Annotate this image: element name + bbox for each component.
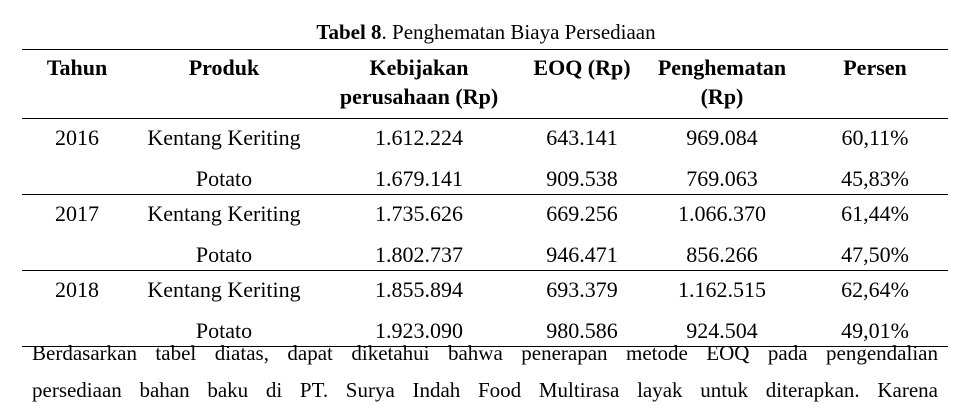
cell-produk: Potato: [195, 165, 253, 191]
cell-kebijakan: 1.679.141: [375, 165, 463, 191]
cell-persen: 62,64%: [841, 277, 909, 302]
table-row: Potato 1.802.737 946.471 856.266 47,50%: [22, 239, 948, 271]
cell-produk: Kentang Keriting: [147, 201, 301, 226]
cell-kebijakan: 1.735.626: [375, 201, 463, 226]
cell-persen: 47,50%: [841, 241, 909, 267]
header-kebijakan: Kebijakan perusahaan (Rp): [316, 50, 522, 119]
header-kebijakan-line2: perusahaan (Rp): [339, 84, 499, 109]
cell-persen: 61,44%: [841, 201, 909, 226]
cell-penghematan: 856.266: [686, 241, 758, 267]
cell-eoq: 643.141: [546, 125, 618, 150]
header-kebijakan-line1: Kebijakan: [369, 55, 469, 80]
table-caption-label: Tabel 8: [316, 20, 382, 44]
cell-persen: 49,01%: [841, 317, 909, 343]
cell-tahun: 2017: [55, 201, 99, 226]
table-row: Potato 1.923.090 980.586 924.504 49,01%: [22, 315, 948, 347]
cell-persen: 45,83%: [841, 165, 909, 191]
table-header-row: Tahun Produk Kebijakan perusahaan (Rp) EO…: [22, 49, 948, 119]
table-row: 2018 Kentang Keriting 1.855.894 693.379 …: [22, 271, 948, 315]
cell-eoq: 946.471: [546, 241, 618, 267]
cell-produk: Potato: [195, 317, 253, 343]
cell-tahun: [22, 163, 132, 195]
cell-kebijakan: 1.923.090: [375, 317, 463, 343]
cell-eoq: 669.256: [546, 201, 618, 226]
cell-tahun: 2016: [55, 125, 99, 150]
header-produk: Produk: [188, 55, 260, 80]
table-row: 2016 Kentang Keriting 1.612.224 643.141 …: [22, 119, 948, 163]
cell-produk: Potato: [195, 241, 253, 267]
header-eoq: EOQ (Rp): [533, 55, 631, 80]
table-row: 2017 Kentang Keriting 1.735.626 669.256 …: [22, 195, 948, 239]
cell-eoq: 980.586: [546, 317, 618, 343]
table-row: Potato 1.679.141 909.538 769.063 45,83%: [22, 163, 948, 195]
cell-produk: Kentang Keriting: [147, 277, 301, 302]
cell-penghematan: 969.084: [686, 125, 758, 150]
paragraph-line-1: Berdasarkan tabel diatas, dapat diketahu…: [32, 341, 938, 365]
header-persen: Persen: [843, 55, 907, 80]
cell-penghematan: 1.162.515: [678, 277, 766, 302]
table-caption-title: . Penghematan Biaya Persediaan: [381, 20, 656, 44]
savings-table: Tahun Produk Kebijakan perusahaan (Rp) EO…: [22, 49, 948, 347]
cell-kebijakan: 1.612.224: [375, 125, 463, 150]
cell-penghematan: 924.504: [686, 317, 758, 343]
cell-persen: 60,11%: [841, 125, 909, 150]
cell-kebijakan: 1.855.894: [375, 277, 463, 302]
header-tahun: Tahun: [46, 55, 108, 80]
cell-eoq: 909.538: [546, 165, 618, 191]
cell-eoq: 693.379: [546, 277, 618, 302]
cell-penghematan: 1.066.370: [678, 201, 766, 226]
header-penghematan: Penghematan (Rp): [642, 50, 802, 119]
cell-produk: Kentang Keriting: [147, 125, 301, 150]
cell-tahun: 2018: [55, 277, 99, 302]
header-penghematan-line1: Penghematan: [657, 55, 787, 80]
cell-penghematan: 769.063: [686, 165, 758, 191]
table-caption: Tabel 8. Penghematan Biaya Persediaan: [0, 19, 972, 45]
paragraph-line-2: persediaan bahan baku di PT. Surya Indah…: [32, 378, 938, 402]
header-penghematan-line2: (Rp): [700, 84, 744, 109]
cell-tahun: [22, 239, 132, 271]
cell-kebijakan: 1.802.737: [375, 241, 463, 267]
